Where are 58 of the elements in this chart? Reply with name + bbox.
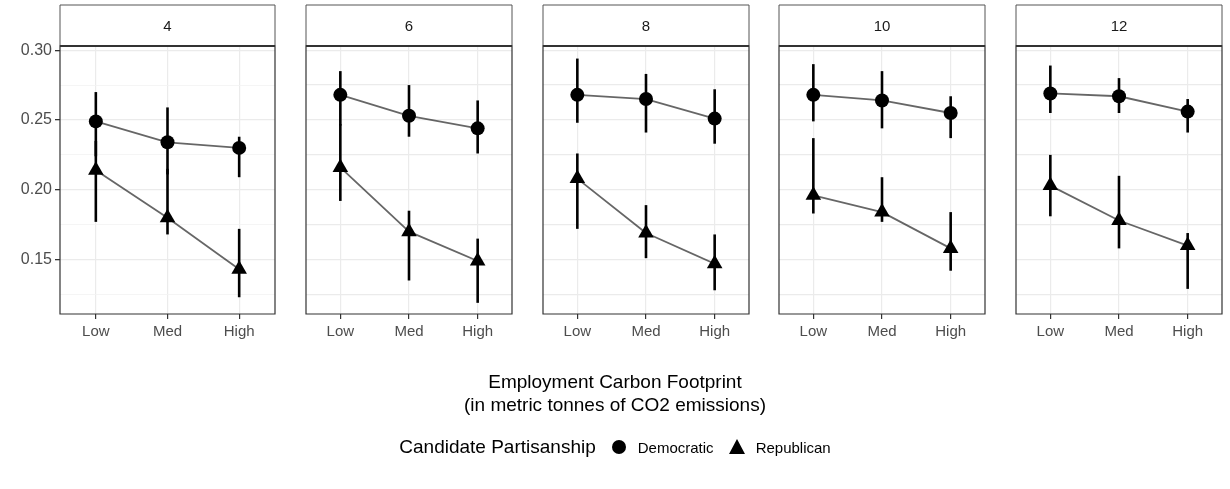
x-tick-label: High [462,322,494,340]
point [332,158,349,172]
point [874,203,890,217]
point [806,87,821,102]
legend-label: Democratic [637,438,714,456]
x-tick-label: Med [394,322,424,340]
point [469,251,486,266]
chart-title: 10 [873,16,891,34]
x-tick-label: Low [563,322,592,340]
point [159,208,176,223]
y-tick-label: 0.25 [20,110,53,128]
point [639,92,653,107]
point [1111,211,1127,225]
chart-title: 12 [1110,16,1128,34]
point [1179,236,1196,251]
point [333,87,348,102]
x-axis-title: Employment Carbon Footprint (in metric tonnes of CO2 emissions) [463,370,767,416]
point [943,106,958,120]
point [231,260,247,274]
x-tick-label: High [223,322,255,340]
point [1043,86,1058,101]
legend-label: Republican [755,438,831,456]
point [570,87,585,102]
point [805,186,822,200]
chart-title: 8 [641,16,651,34]
y-tick-label: 0.15 [20,249,53,267]
x-tick-label: Low [82,322,110,340]
x-tick-label: Low [799,322,828,340]
x-tick-label: Med [152,322,183,340]
legend-title: Candidate Partisanship [399,436,596,458]
point [232,140,247,155]
x-tick-label: High [1172,322,1204,340]
point [638,224,654,238]
x-tick-label: Med [631,322,661,340]
point [706,254,723,269]
x-tick-label: High [699,322,731,340]
y-tick-label: 0.20 [20,180,53,198]
point [1180,104,1195,119]
point [88,114,103,129]
point [942,239,959,253]
x-tick-label: Low [1036,322,1065,340]
point [88,161,104,175]
point [160,135,175,150]
point [402,108,416,123]
chart-title: 6 [404,16,414,34]
point [875,93,889,108]
point [1042,176,1059,191]
chart-title: 4 [163,16,172,34]
x-tick-label: Low [326,322,355,340]
point [401,222,417,237]
point [569,169,586,184]
x-tick-label: High [935,322,967,340]
point [707,111,722,126]
point [470,121,485,136]
point [1112,89,1126,104]
y-tick-label: 0.30 [20,40,53,58]
x-tick-label: Med [1104,322,1134,340]
x-tick-label: Med [867,322,897,340]
